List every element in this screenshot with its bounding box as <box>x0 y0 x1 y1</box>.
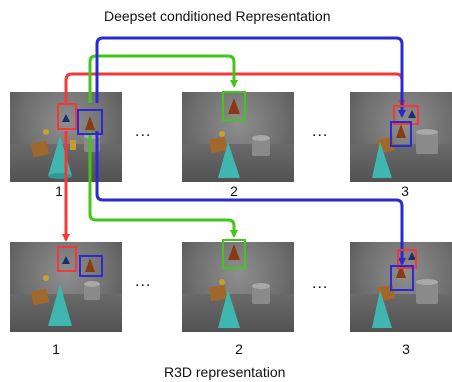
blue-box-top-1 <box>77 109 103 135</box>
scene-bottom-1 <box>10 242 122 332</box>
blue-box-top-3 <box>390 121 412 147</box>
scene-bottom-2 <box>182 242 294 332</box>
green-arrow-to-bottom-2 <box>88 131 238 238</box>
red-box-bottom-3 <box>397 249 417 269</box>
bottom-caption: R3D representation <box>164 364 286 380</box>
top-caption: Deepset conditioned Representation <box>104 8 331 24</box>
frame-label-bottom-1: 1 <box>52 341 60 357</box>
green-box-bottom-2 <box>222 239 246 269</box>
green-arrow-to-top-2 <box>88 54 238 103</box>
blue-box-bottom-1 <box>79 255 103 277</box>
blue-arrow-to-top-3 <box>95 36 406 118</box>
frame-label-bottom-3: 3 <box>402 341 410 357</box>
blue-arrow-to-bottom-3 <box>95 131 406 266</box>
scene-top-2 <box>182 92 294 182</box>
frame-label-top-3: 3 <box>401 183 409 199</box>
ellipsis-bottom-2: ... <box>312 275 329 292</box>
blue-box-bottom-3 <box>390 265 414 291</box>
red-box-top-1 <box>57 103 77 130</box>
frame-label-top-1: 1 <box>55 183 63 199</box>
frame-label-top-2: 2 <box>230 183 238 199</box>
frame-label-bottom-2: 2 <box>235 341 243 357</box>
red-box-top-3 <box>393 105 419 125</box>
ellipsis-top-1: ... <box>135 123 152 140</box>
green-box-top-2 <box>222 91 246 121</box>
ellipsis-top-2: ... <box>312 123 329 140</box>
red-box-bottom-1 <box>57 246 77 272</box>
ellipsis-bottom-1: ... <box>135 273 152 290</box>
